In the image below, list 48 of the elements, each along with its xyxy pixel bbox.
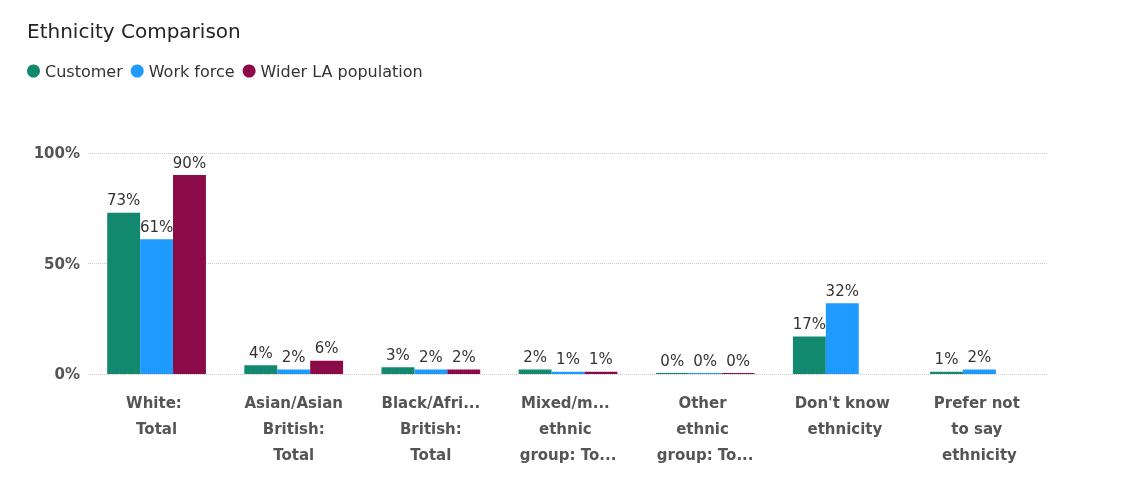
bar — [173, 175, 206, 374]
data-label: 73% — [106, 191, 141, 210]
data-label: 1% — [556, 350, 580, 369]
data-label: 61% — [139, 217, 174, 236]
bar — [107, 212, 141, 374]
data-label: 2% — [967, 348, 992, 367]
y-tick-label: 50% — [44, 254, 80, 273]
bar — [930, 371, 963, 374]
data-label: 4% — [248, 343, 273, 362]
data-label: 1% — [589, 350, 613, 369]
data-label: 0% — [693, 351, 718, 370]
legend-label: Wider LA population — [260, 61, 423, 81]
bar — [518, 369, 552, 374]
bar — [414, 369, 448, 374]
bar — [447, 369, 481, 374]
data-label: 6% — [314, 339, 339, 358]
bar — [792, 336, 826, 374]
data-label: 0% — [726, 351, 750, 370]
x-tick-label: White: Total — [126, 394, 188, 438]
bar — [584, 371, 618, 374]
bar — [962, 369, 996, 374]
data-label: 2% — [451, 348, 476, 367]
bar — [140, 239, 174, 374]
bar — [277, 369, 311, 374]
data-label: 0% — [660, 351, 685, 370]
bar — [244, 365, 278, 374]
y-tick-label: 0% — [54, 365, 80, 383]
chart-title: Ethnicity Comparison — [27, 19, 241, 43]
bar — [381, 367, 415, 374]
data-label: 2% — [523, 348, 547, 367]
data-label: 2% — [418, 348, 443, 367]
bar — [825, 303, 859, 374]
data-label: 32% — [825, 281, 859, 300]
data-label: 2% — [281, 348, 306, 367]
x-tick-label: Mixed/m... ethnic group: To... — [519, 394, 617, 464]
data-label: 3% — [386, 345, 410, 364]
legend-label: Customer — [45, 61, 124, 81]
x-tick-label: Black/Afri... British: Total — [381, 394, 481, 464]
x-tick-label: Don't know ethnicity — [794, 394, 891, 438]
y-tick-label: 100% — [33, 144, 80, 162]
data-label: 17% — [792, 314, 827, 333]
x-tick-label: Prefer not to say ethnicity — [933, 394, 1026, 464]
legend-label: Work force — [148, 61, 235, 81]
x-tick-label: Other ethnic group: To... — [656, 394, 754, 464]
data-label: 90% — [172, 153, 207, 172]
x-tick-label: Asian/Asian British: Total — [244, 394, 343, 464]
bar — [310, 360, 344, 374]
data-label: 1% — [934, 350, 959, 369]
